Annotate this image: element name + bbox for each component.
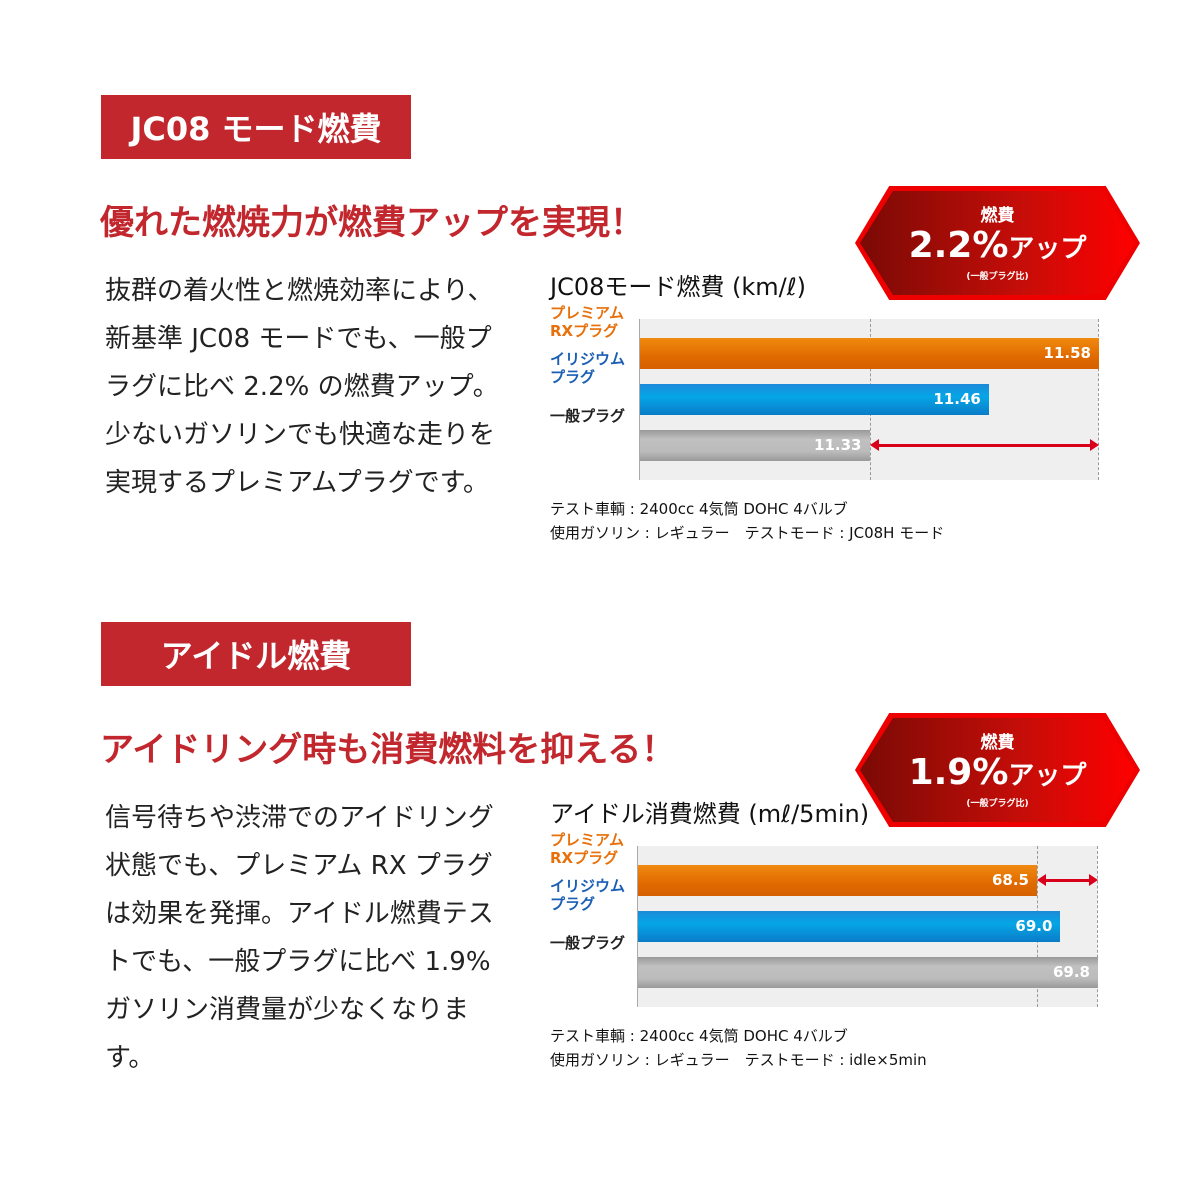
bar: 69.8 — [638, 957, 1098, 988]
category-label: イリジウム プラグ — [550, 350, 626, 386]
section: JC08 モード燃費 優れた燃焼力が燃費アップを実現！ 抜群の着火性と燃焼効率に… — [0, 95, 1200, 655]
difference-arrow — [869, 439, 1099, 451]
data-label: 68.5 — [991, 871, 1029, 889]
badge-note: (一般プラグ比) — [966, 272, 1029, 282]
test-notes: テスト車輌 : 2400cc 4気筒 DOHC 4バルブ 使用ガソリン : レギ… — [550, 497, 944, 545]
category-label: 一般プラグ — [550, 407, 626, 425]
data-label: 11.46 — [933, 390, 981, 408]
test-notes: テスト車輌 : 2400cc 4気筒 DOHC 4バルブ 使用ガソリン : レギ… — [550, 1024, 927, 1072]
body-text: 信号待ちや渋滞でのアイドリング状態でも、プレミアム RX プラグは効果を発揮。ア… — [105, 803, 494, 1073]
improvement-badge: 燃費 1.9%アップ (一般プラグ比) — [855, 713, 1140, 827]
badge-value: 2.2% — [908, 225, 1009, 266]
plot-area: 11.58 11.46 11.33 — [639, 319, 1099, 480]
data-label: 69.8 — [1052, 963, 1090, 981]
headline: アイドリング時も消費燃料を抑える！ — [100, 730, 676, 770]
bar: 11.46 — [640, 384, 989, 415]
headline: 優れた燃焼力が燃費アップを実現！ — [100, 203, 644, 243]
data-label: 11.33 — [814, 436, 862, 454]
category-label: プレミアム RXプラグ — [550, 831, 624, 867]
badge-top: 燃費 — [980, 733, 1015, 753]
category-label: イリジウム プラグ — [550, 877, 626, 913]
difference-arrow — [1036, 874, 1099, 886]
category-label: 一般プラグ — [550, 934, 626, 952]
section-tag: アイドル燃費 — [101, 622, 411, 686]
category-label: プレミアム RXプラグ — [550, 304, 624, 340]
note-line: テスト車輌 : 2400cc 4気筒 DOHC 4バルブ — [550, 1027, 848, 1045]
body-text: 抜群の着火性と燃焼効率により、新基準 JC08 モードでも、一般プラグに比べ 2… — [105, 276, 499, 498]
note-line: 使用ガソリン : レギュラー テストモード : JC08H モード — [550, 524, 945, 542]
section: アイドル燃費 アイドリング時も消費燃料を抑える！ 信号待ちや渋滞でのアイドリング… — [0, 622, 1200, 1182]
note-line: 使用ガソリン : レギュラー テストモード : idle×5min — [550, 1051, 927, 1069]
chart-title: JC08モード燃費 (km/ℓ) — [550, 273, 807, 301]
badge-suffix: アップ — [1008, 234, 1087, 264]
chart-title: アイドル消費燃費 (mℓ/5min) — [550, 800, 870, 828]
improvement-badge: 燃費 2.2%アップ (一般プラグ比) — [855, 186, 1140, 300]
badge-value: 1.9% — [908, 752, 1009, 793]
data-label: 69.0 — [1015, 917, 1053, 935]
badge-top: 燃費 — [980, 206, 1015, 226]
bar: 11.58 — [640, 338, 1099, 369]
reference-line — [1098, 319, 1099, 480]
note-line: テスト車輌 : 2400cc 4気筒 DOHC 4バルブ — [550, 500, 848, 518]
bar: 68.5 — [638, 865, 1037, 896]
section-tag: JC08 モード燃費 — [101, 95, 411, 159]
plot-area: 68.5 69.0 69.8 — [637, 846, 1099, 1007]
data-label: 11.58 — [1043, 344, 1091, 362]
reference-line — [1097, 846, 1098, 1007]
bar: 69.0 — [638, 911, 1061, 942]
bar: 11.33 — [640, 430, 870, 461]
badge-note: (一般プラグ比) — [966, 799, 1029, 809]
badge-suffix: アップ — [1008, 761, 1087, 791]
